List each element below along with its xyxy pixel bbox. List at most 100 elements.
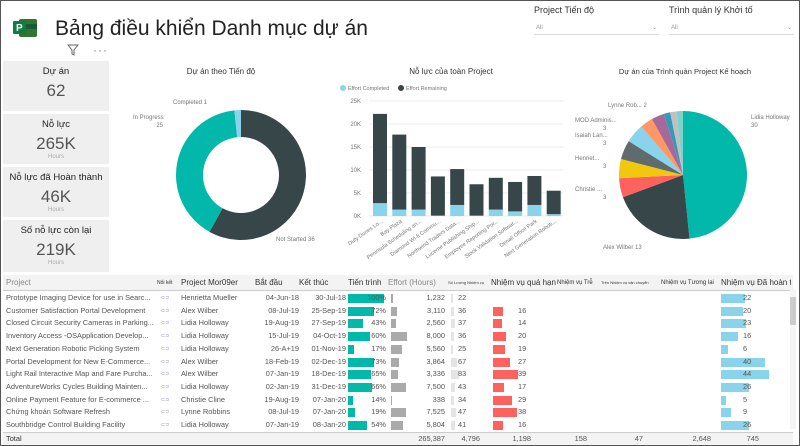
column-header[interactable]: Project <box>6 278 31 287</box>
project-name: Prototype Imaging Device for use in Sear… <box>6 293 151 302</box>
overdue-bar <box>493 344 506 354</box>
donut-slice[interactable] <box>234 110 241 138</box>
pie-slice[interactable] <box>651 113 683 175</box>
overdue-count: 38 <box>518 407 527 417</box>
bar-effort-completed[interactable] <box>488 209 503 216</box>
progress-bar <box>348 382 372 392</box>
column-header[interactable]: Bắt đầu <box>255 278 283 287</box>
effort-bar <box>391 306 398 316</box>
table-row[interactable]: Customer Satisfaction Portal Development… <box>3 305 793 318</box>
column-header[interactable]: Nhiệm vụ quá hạn <box>491 278 556 287</box>
effort-bar <box>391 370 398 380</box>
bar-effort-completed[interactable] <box>450 204 465 216</box>
more-options-icon[interactable]: ··· <box>93 43 108 57</box>
bar-effort-completed[interactable] <box>546 214 561 216</box>
table-row[interactable]: Light Rail Interactive Map and Fare Purc… <box>3 368 793 381</box>
pie-slice[interactable] <box>683 111 747 239</box>
bar-effort-completed[interactable] <box>392 209 407 216</box>
pie-slice[interactable] <box>628 126 683 175</box>
bar-effort-remaining[interactable] <box>469 184 484 216</box>
column-header[interactable]: Nhiệm vụ Đã hoàn tất <box>721 278 791 287</box>
table-row[interactable]: Inventory Access -OSApplication Develop.… <box>3 330 793 343</box>
start-date: 19-Aug-19 <box>264 318 299 328</box>
pie-slice[interactable] <box>663 112 683 175</box>
overdue-bar <box>493 332 506 342</box>
project-manager: Christie Cline <box>181 394 225 404</box>
bar-effort-completed[interactable] <box>508 211 523 216</box>
bar-effort-remaining[interactable] <box>508 181 523 212</box>
slicer-dropdown[interactable]: All ⌄ <box>669 21 794 35</box>
table-row[interactable]: Closed Circuit Security Cameras in Parki… <box>3 317 793 330</box>
slicer-value: All <box>671 24 678 31</box>
column-header[interactable]: Trên Nhiệm vụ vận chuyển <box>601 280 649 285</box>
bar-effort-remaining[interactable] <box>373 113 387 204</box>
table-row[interactable]: Southbridge Control Building Facility ⊂⊃ L… <box>3 419 793 432</box>
progress-value: 65% <box>371 369 386 379</box>
link-icon[interactable]: ⊂⊃ <box>161 345 170 352</box>
total-completed: 745 <box>746 434 759 443</box>
column-header[interactable]: Nhiệm vụ Trễ <box>557 280 593 286</box>
overdue-bar <box>493 357 511 367</box>
link-icon[interactable]: ⊂⊃ <box>161 422 170 428</box>
table-row[interactable]: AdventureWorks Cycles Building Mainten..… <box>3 381 793 394</box>
project-name: AdventureWorks Cycles Building Mainten..… <box>6 381 148 391</box>
project-manager: Lidia Holloway <box>181 420 229 429</box>
column-header[interactable]: Tiến trình <box>348 278 382 287</box>
completed-bar <box>721 344 728 354</box>
pie-slice[interactable] <box>622 175 690 239</box>
project-name: Portal Development for New E-Commerce... <box>6 356 151 366</box>
filter-icon[interactable] <box>66 44 80 59</box>
column-header[interactable]: Nối kết <box>157 280 173 286</box>
completed-bar <box>721 306 743 316</box>
link-icon[interactable]: ⊂⊃ <box>161 320 170 327</box>
pie-slice[interactable] <box>619 175 683 198</box>
bar-effort-remaining[interactable] <box>488 177 503 210</box>
link-icon[interactable]: ⊂⊃ <box>161 409 170 416</box>
bar-effort-remaining[interactable] <box>450 169 465 205</box>
total-shipped: 47 <box>634 434 643 443</box>
project-manager: Alex Wilber <box>181 369 219 379</box>
data-label: Lynne Rob... 2 <box>608 103 647 109</box>
bar-effort-remaining[interactable] <box>546 190 561 215</box>
column-header[interactable]: Nhiệm vụ Tương lai <box>661 280 714 286</box>
effort-value: 5,560 <box>426 343 446 353</box>
slicer-dropdown[interactable]: All ⌄ <box>534 21 659 35</box>
start-date: 15-Jul-19 <box>268 331 299 341</box>
pie-slice[interactable] <box>641 119 683 175</box>
slicer-project-status: Project Tiến độ All ⌄ <box>534 5 659 35</box>
link-icon[interactable]: ⊂⊃ <box>161 295 170 301</box>
pie-slice[interactable] <box>619 158 683 179</box>
bar-effort-completed[interactable] <box>373 203 387 216</box>
chevron-down-icon: ⌄ <box>786 25 792 31</box>
table-row[interactable]: Chứng khoán Software Refresh ⊂⊃ Lynne Robb… <box>3 406 793 419</box>
donut-slice[interactable] <box>176 110 238 232</box>
column-header[interactable]: Project Mor09er <box>181 278 238 287</box>
link-icon[interactable]: ⊂⊃ <box>161 358 170 365</box>
kpi-value: 46K <box>40 187 72 206</box>
table-row[interactable]: Next Generation Robotic Picking System ⊂⊃… <box>3 343 793 356</box>
column-header[interactable]: Số Lượng Nhiệm vụ <box>448 280 484 285</box>
link-icon[interactable]: ⊂⊃ <box>161 371 170 378</box>
bar-effort-completed[interactable] <box>527 204 542 216</box>
link-icon[interactable]: ⊂⊃ <box>161 307 170 314</box>
column-header[interactable]: Effort (Hours) <box>388 278 436 287</box>
bar-effort-remaining[interactable] <box>430 176 445 216</box>
task-count: 47 <box>458 407 467 417</box>
link-icon[interactable]: ⊂⊃ <box>161 396 170 403</box>
bar-effort-completed[interactable] <box>411 209 426 216</box>
bar-effort-remaining[interactable] <box>392 134 407 210</box>
bar-effort-remaining[interactable] <box>527 175 542 205</box>
pie-slice[interactable] <box>621 141 683 175</box>
bar-effort-remaining[interactable] <box>411 147 426 210</box>
donut-slice[interactable] <box>209 110 306 240</box>
table-row[interactable]: Prototype Imaging Device for use in Sear… <box>3 292 793 305</box>
completed-count: 6 <box>743 343 748 353</box>
pie-slice[interactable] <box>670 111 683 175</box>
table-row[interactable]: Portal Development for New E-Commerce...… <box>3 356 793 369</box>
column-header[interactable]: Kết thúc <box>299 278 329 287</box>
pie-slice[interactable] <box>676 111 683 175</box>
link-icon[interactable]: ⊂⊃ <box>161 333 170 340</box>
link-icon[interactable]: ⊂⊃ <box>161 383 170 390</box>
table-row[interactable]: Online Payment Feature for E-commerce ..… <box>3 394 793 407</box>
table-scrollbar[interactable] <box>790 289 796 429</box>
